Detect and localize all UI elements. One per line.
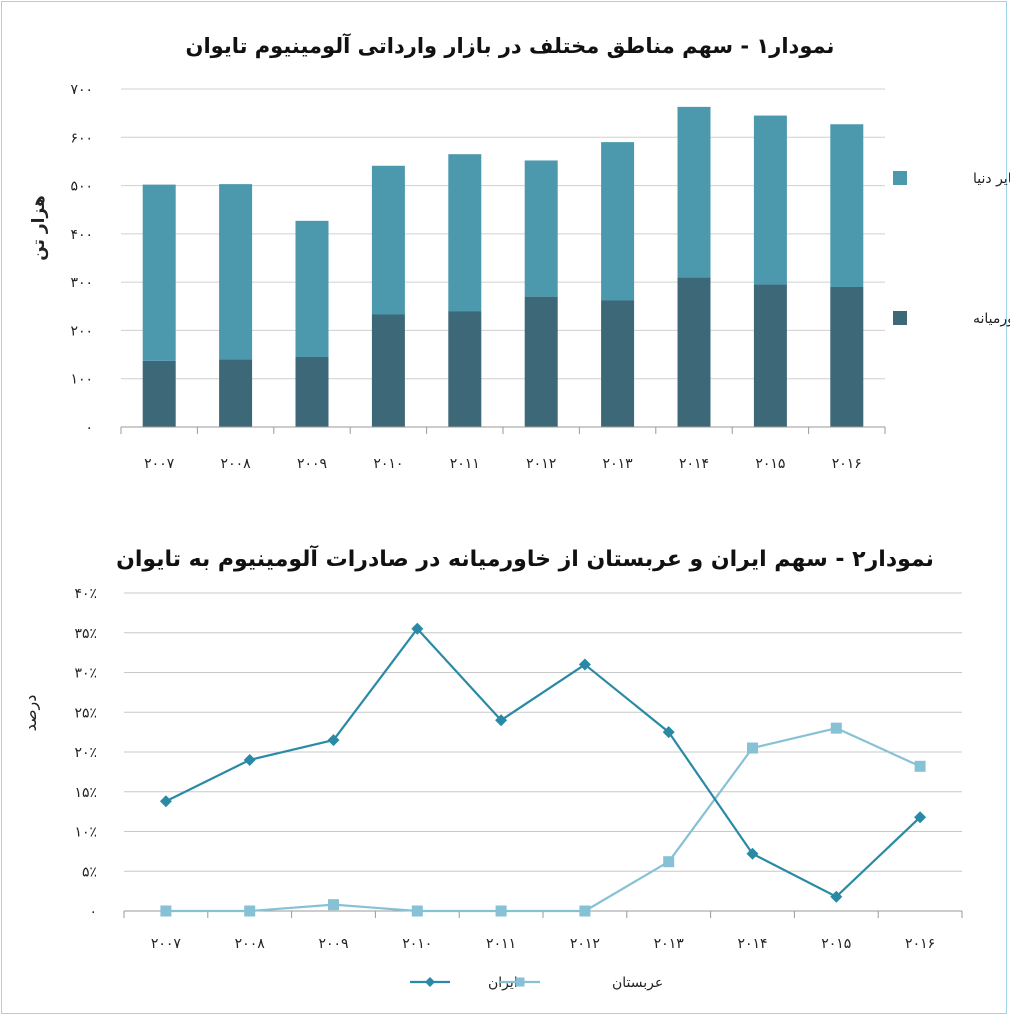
chart1-bar-rest-of-world: [448, 154, 482, 312]
chart1-x-tick-label: ۲۰۱۰: [373, 456, 403, 472]
chart1-bar-middle-east: [371, 314, 405, 427]
chart1-x-tick-label: ۲۰۱۲: [526, 456, 556, 472]
chart1-y-tick-label: ۱۰۰: [70, 372, 93, 388]
chart1-bar-middle-east: [753, 284, 787, 427]
chart1-x-tick-label: ۲۰۰۷: [144, 456, 175, 472]
chart1-x-tick-label: ۲۰۰۹: [297, 456, 327, 472]
chart1-y-tick-label: ۳۰۰: [70, 275, 93, 291]
chart1-x-tick-label: ۲۰۱۴: [679, 456, 709, 472]
chart1-bar-middle-east: [448, 311, 482, 427]
chart1-bar-middle-east: [219, 359, 253, 427]
chart1-bar-middle-east: [677, 277, 711, 427]
chart1-bar-rest-of-world: [295, 220, 329, 357]
chart1-title: نمودار۱ - سهم مناطق مختلف در بازار واردا…: [186, 33, 835, 58]
chart1-legend-swatch: [893, 171, 907, 185]
chart1-bar-middle-east: [142, 360, 176, 427]
chart1-bar-rest-of-world: [830, 124, 864, 287]
chart1-x-tick-label: ۲۰۰۸: [221, 456, 252, 472]
chart1-bar-rest-of-world: [601, 142, 635, 301]
chart1-bar-rest-of-world: [677, 106, 711, 278]
chart1-bar-middle-east: [524, 296, 558, 427]
chart1-bar-middle-east: [601, 300, 635, 427]
chart1-x-tick-label: ۲۰۱۵: [755, 456, 785, 472]
chart1-y-tick-label: ۷۰۰: [70, 82, 93, 98]
chart1-x-tick-label: ۲۰۱۶: [832, 456, 862, 472]
chart1-y-axis-label: هزار تن: [29, 195, 49, 261]
chart1-bar-rest-of-world: [524, 160, 558, 297]
chart1-bar-rest-of-world: [371, 165, 405, 315]
chart1-y-tick-label: ۰: [85, 420, 93, 436]
chart1-bar-middle-east: [295, 356, 329, 427]
chart1-bar-rest-of-world: [142, 184, 176, 361]
chart1-y-tick-label: ۵۰۰: [70, 179, 93, 195]
chart1-bar-rest-of-world: [753, 115, 787, 285]
chart1-legend-label: خاورمیانه: [973, 311, 1010, 327]
chart1-y-tick-label: ۶۰۰: [70, 130, 93, 146]
stacked-bar-chart: نمودار۱ - سهم مناطق مختلف در بازار واردا…: [29, 33, 1010, 472]
chart1-x-tick-label: ۲۰۱۳: [603, 456, 634, 472]
chart1-legend-label: سایر دنیا: [973, 171, 1010, 187]
chart1-y-tick-label: ۲۰۰: [70, 323, 93, 339]
chart1-y-tick-label: ۴۰۰: [70, 227, 93, 243]
chart1-bar-middle-east: [830, 286, 864, 427]
chart1-legend-swatch: [893, 311, 907, 325]
chart1-bar-rest-of-world: [219, 184, 253, 360]
chart1-x-tick-label: ۲۰۱۱: [450, 456, 480, 472]
